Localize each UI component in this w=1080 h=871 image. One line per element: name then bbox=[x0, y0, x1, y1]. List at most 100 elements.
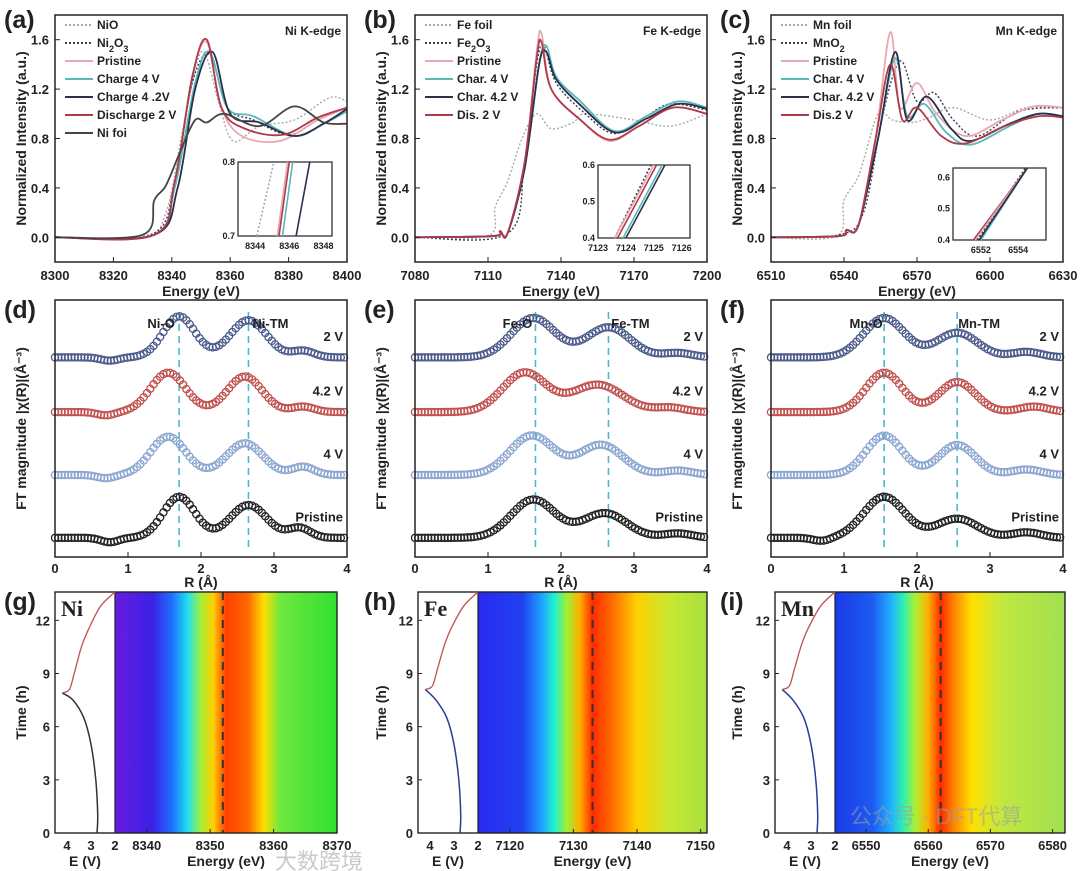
side-x-tick-label: 4 bbox=[783, 838, 791, 853]
y-tick-label: 1.6 bbox=[747, 33, 765, 48]
y-tick-label: 0.4 bbox=[391, 181, 410, 196]
series-line-dis-2-v bbox=[770, 63, 1064, 239]
inset-y-tick-label: 0.5 bbox=[582, 197, 595, 207]
legend-entry: Dis.2 V bbox=[813, 108, 853, 122]
y-tick-label: 6 bbox=[763, 720, 770, 735]
x-tick-label: 7120 bbox=[495, 838, 524, 853]
x-tick-label: 6570 bbox=[903, 268, 932, 283]
y-tick-label: 0.4 bbox=[31, 181, 50, 196]
series-label: Pristine bbox=[1011, 509, 1059, 524]
voltage-curve-first bbox=[61, 692, 99, 834]
series-label: 4.2 V bbox=[1029, 384, 1060, 399]
side-x-tick-label: 3 bbox=[807, 838, 814, 853]
peak-label: Mn-TM bbox=[958, 316, 1000, 331]
data-marker bbox=[336, 533, 346, 543]
inset-x-tick-label: 8346 bbox=[279, 241, 299, 251]
series-label: 4.2 V bbox=[673, 384, 704, 399]
data-marker bbox=[336, 407, 346, 417]
inset-y-tick-label: 0.6 bbox=[937, 172, 950, 182]
legend-entry: Char. 4 V bbox=[457, 72, 508, 86]
element-label: Mn bbox=[781, 596, 814, 621]
x-tick-label: 7110 bbox=[474, 268, 502, 283]
inset-y-tick-label: 0.7 bbox=[222, 231, 235, 241]
side-x-tick-label: 2 bbox=[831, 838, 838, 853]
y-axis-label: FT magnitude |χ(R)|(Å⁻³) bbox=[13, 347, 29, 509]
x-tick-label: 1 bbox=[484, 561, 491, 576]
x-tick-label: 6540 bbox=[830, 268, 859, 283]
legend-entry: Charge 4 .2V bbox=[97, 90, 170, 104]
edge-title: Mn K-edge bbox=[996, 24, 1058, 38]
data-marker bbox=[1052, 532, 1062, 542]
series-label: 4.2 V bbox=[313, 384, 344, 399]
series-label: Pristine bbox=[655, 509, 703, 524]
y-tick-label: 0.8 bbox=[747, 132, 765, 147]
y-tick-label: 1.6 bbox=[391, 33, 409, 48]
voltage-curve-second bbox=[781, 591, 836, 691]
panel-label: (e) bbox=[364, 296, 395, 324]
data-marker bbox=[696, 532, 706, 541]
series-label: 2 V bbox=[1039, 329, 1059, 344]
panel-label: (h) bbox=[364, 588, 396, 616]
legend-entry: MnO2 bbox=[813, 36, 845, 54]
legend-entry: Discharge 2 V bbox=[97, 108, 176, 122]
y-tick-label: 3 bbox=[43, 773, 50, 788]
y-tick-label: 9 bbox=[43, 667, 50, 682]
x-tick-label: 7150 bbox=[686, 838, 715, 853]
x-axis-label: Energy (eV) bbox=[554, 853, 632, 869]
legend-entry: Pristine bbox=[813, 54, 857, 68]
y-tick-label: 0 bbox=[406, 826, 413, 841]
inset-line bbox=[614, 164, 655, 239]
series-line-fe-foil bbox=[414, 113, 708, 240]
element-label: Fe bbox=[424, 596, 447, 621]
peak-label: Fe-TM bbox=[611, 316, 649, 331]
data-marker bbox=[696, 407, 706, 416]
x-tick-label: 1 bbox=[124, 561, 131, 576]
y-axis-label: Time (h) bbox=[729, 685, 745, 739]
x-tick-label: 3 bbox=[270, 561, 277, 576]
y-tick-label: 0 bbox=[43, 826, 50, 841]
x-tick-label: 8380 bbox=[274, 268, 303, 283]
peak-label: Ni-O bbox=[147, 316, 174, 331]
inset-line bbox=[295, 161, 311, 237]
x-tick-label: 7130 bbox=[559, 838, 588, 853]
x-axis-label: Energy (eV) bbox=[187, 853, 265, 869]
y-tick-label: 9 bbox=[763, 667, 770, 682]
x-tick-label: 7080 bbox=[401, 268, 430, 283]
panel-label: (i) bbox=[720, 588, 744, 616]
y-tick-label: 0.8 bbox=[31, 132, 49, 147]
side-x-tick-label: 2 bbox=[474, 838, 481, 853]
x-tick-label: 6630 bbox=[1049, 268, 1078, 283]
plot-frame bbox=[417, 591, 708, 834]
x-tick-label: 8360 bbox=[259, 838, 288, 853]
x-tick-label: 8400 bbox=[333, 268, 362, 283]
x-tick-label: 7170 bbox=[620, 268, 649, 283]
inset-y-tick-label: 0.8 bbox=[222, 157, 235, 167]
panel-label: (d) bbox=[4, 296, 36, 324]
series-label: 2 V bbox=[323, 329, 343, 344]
inset-x-tick-label: 8348 bbox=[313, 241, 333, 251]
side-x-tick-label: 4 bbox=[426, 838, 434, 853]
legend-entry: Fe foil bbox=[457, 18, 492, 32]
x-axis-label: Energy (eV) bbox=[878, 283, 956, 299]
inset-line bbox=[622, 164, 663, 239]
voltage-curve-second bbox=[424, 591, 479, 691]
series-label: 2 V bbox=[683, 329, 703, 344]
y-axis-label: Time (h) bbox=[373, 685, 389, 739]
x-tick-label: 8320 bbox=[99, 268, 128, 283]
panel-label: (c) bbox=[720, 6, 751, 34]
x-axis-label: R (Å) bbox=[900, 574, 933, 590]
x-tick-label: 8300 bbox=[41, 268, 70, 283]
x-tick-label: 6580 bbox=[1038, 838, 1067, 853]
series-label: 4 V bbox=[323, 447, 343, 462]
inset-frame bbox=[597, 164, 691, 239]
data-marker bbox=[336, 470, 346, 480]
y-axis-label: Normalized Intensity (a.u.) bbox=[373, 51, 389, 225]
edge-title: Ni K-edge bbox=[285, 24, 341, 38]
x-tick-label: 2 bbox=[913, 561, 920, 576]
x-tick-label: 4 bbox=[703, 561, 711, 576]
legend-entry: Pristine bbox=[97, 54, 141, 68]
x-tick-label: 8340 bbox=[132, 838, 161, 853]
x-axis-label: R (Å) bbox=[184, 574, 217, 590]
